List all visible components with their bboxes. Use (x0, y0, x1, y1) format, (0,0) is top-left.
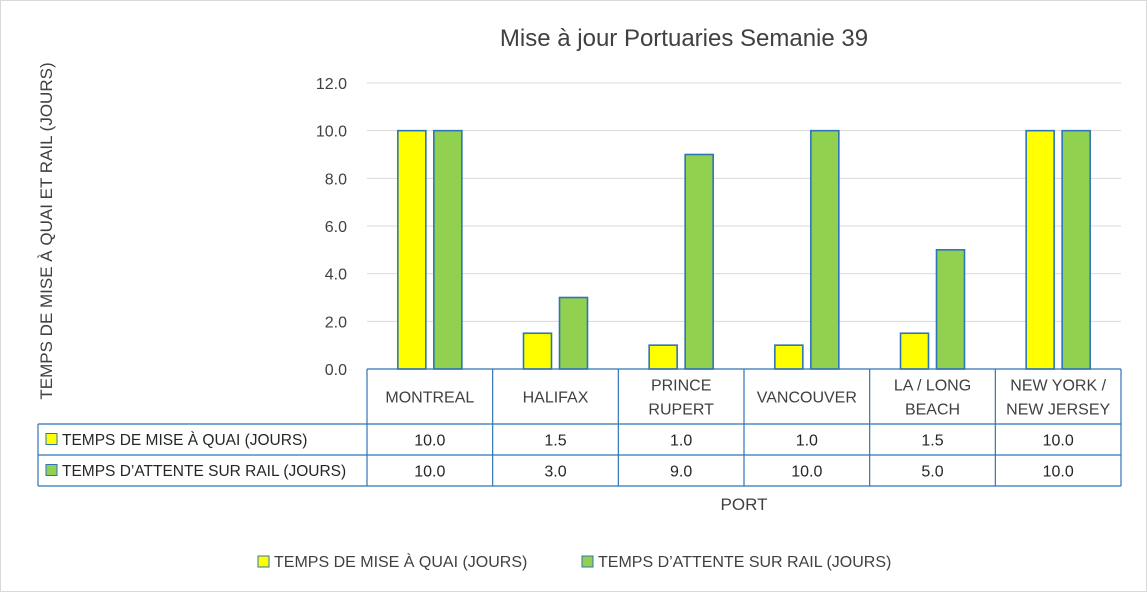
category-label: NEW YORK / (1010, 378, 1106, 395)
y-tick-label: 10.0 (316, 124, 347, 141)
bar-series-2 (433, 129, 463, 370)
table-legend-key (45, 464, 58, 476)
category-label: LA / LONG (894, 378, 971, 395)
gridlines (367, 82, 1121, 322)
bar-series-1 (899, 332, 930, 370)
category-label: MONTREAL (385, 390, 474, 407)
table-value: 5.0 (921, 464, 943, 481)
data-table: MONTREAL HALIFAX PRINCE RUPERT VANCOUVER LA /… (37, 368, 1122, 487)
table-value: 1.5 (921, 433, 943, 450)
legend-label: TEMPS D’ATTENTE SUR RAIL (JOURS) (598, 554, 891, 571)
y-tick-label: 12.0 (316, 76, 347, 93)
table-value: 9.0 (670, 464, 692, 481)
table-series-label: TEMPS DE MISE À QUAI (JOURS) (62, 432, 307, 449)
category-label: RUPERT (648, 402, 714, 419)
chart-title: Mise à jour Portuaries Semanie 39 (500, 25, 868, 52)
category-label: NEW JERSEY (1006, 402, 1110, 419)
table-series-label: TEMPS D’ATTENTE SUR RAIL (JOURS) (62, 463, 346, 480)
category-label: HALIFAX (523, 390, 589, 407)
table-value: 10.0 (1043, 464, 1074, 481)
table-value: 1.0 (796, 433, 818, 450)
bars (397, 129, 1091, 370)
y-tick-label: 8.0 (325, 171, 347, 188)
legend-key (257, 555, 270, 568)
y-tick-label: 4.0 (325, 267, 347, 284)
legend-key (581, 555, 594, 568)
table-value: 10.0 (414, 433, 445, 450)
table-value: 10.0 (1043, 433, 1074, 450)
y-tick-labels: 0.0 2.0 4.0 6.0 8.0 10.0 12.0 (316, 76, 347, 379)
bar-series-2 (1061, 129, 1091, 370)
table-value: 10.0 (791, 464, 822, 481)
table-value: 1.0 (670, 433, 692, 450)
bar-series-1 (1025, 129, 1055, 370)
bar-series-1 (397, 129, 427, 370)
bar-series-1 (774, 344, 804, 370)
legend-label: TEMPS DE MISE À QUAI (JOURS) (274, 552, 527, 571)
bar-series-2 (935, 249, 966, 370)
x-axis-title: PORT (721, 495, 768, 514)
bar-series-2 (684, 153, 714, 370)
legend: TEMPS DE MISE À QUAI (JOURS) TEMPS D’ATTE… (257, 552, 891, 571)
y-axis-title: TEMPS DE MISE À QUAI ET RAIL (JOURS) (37, 62, 56, 399)
table-value: 3.0 (544, 464, 566, 481)
bar-series-1 (522, 332, 553, 370)
category-label: VANCOUVER (757, 390, 857, 407)
category-label: BEACH (905, 402, 960, 419)
table-value: 10.0 (414, 464, 445, 481)
bar-series-2 (810, 129, 840, 370)
y-tick-label: 2.0 (325, 314, 347, 331)
y-tick-label: 0.0 (325, 362, 347, 379)
bar-series-1 (648, 344, 678, 370)
category-label: PRINCE (651, 378, 711, 395)
table-value: 1.5 (544, 433, 566, 450)
table-legend-key (45, 433, 58, 445)
y-tick-label: 6.0 (325, 219, 347, 236)
bar-series-2 (558, 296, 589, 370)
